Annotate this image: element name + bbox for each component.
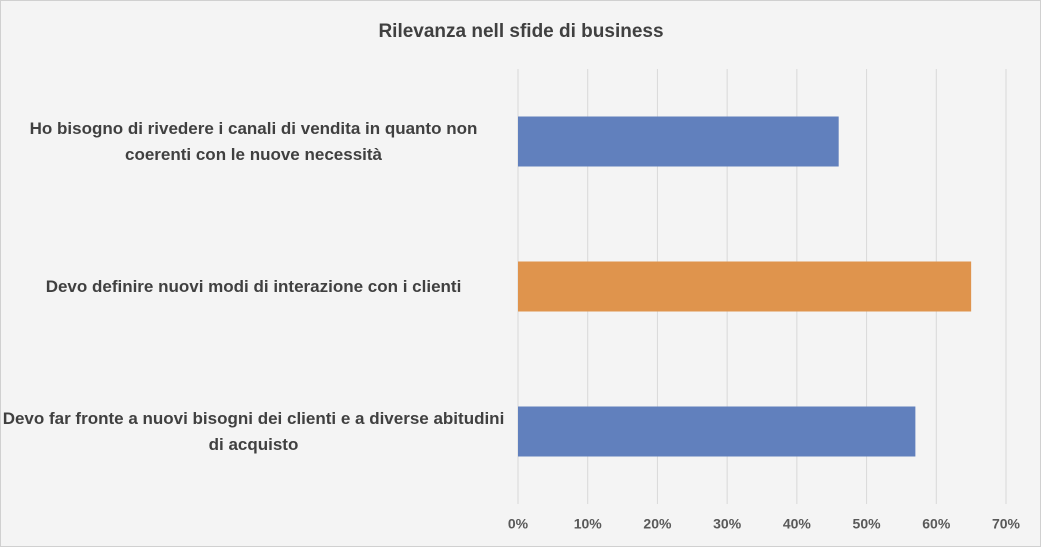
x-tick-label: 70% xyxy=(992,516,1021,532)
x-tick-label: 0% xyxy=(508,516,529,532)
bar xyxy=(518,406,916,457)
x-tick-label: 10% xyxy=(574,516,603,532)
x-tick-label: 20% xyxy=(643,516,672,532)
x-tick-label: 50% xyxy=(853,516,882,532)
bar xyxy=(518,261,972,312)
y-tick-label: Devo definire nuovi modi di interazione … xyxy=(45,276,462,296)
y-tick-label: Devo far fronte a nuovi bisogni dei clie… xyxy=(2,408,505,454)
y-tick-label: Ho bisogno di rivedere i canali di vendi… xyxy=(29,118,478,164)
x-tick-label: 40% xyxy=(783,516,812,532)
x-tick-label: 60% xyxy=(922,516,951,532)
x-tick-label: 30% xyxy=(713,516,742,532)
bar xyxy=(518,116,839,167)
chart-title: Rilevanza nell sfide di business xyxy=(378,21,663,42)
